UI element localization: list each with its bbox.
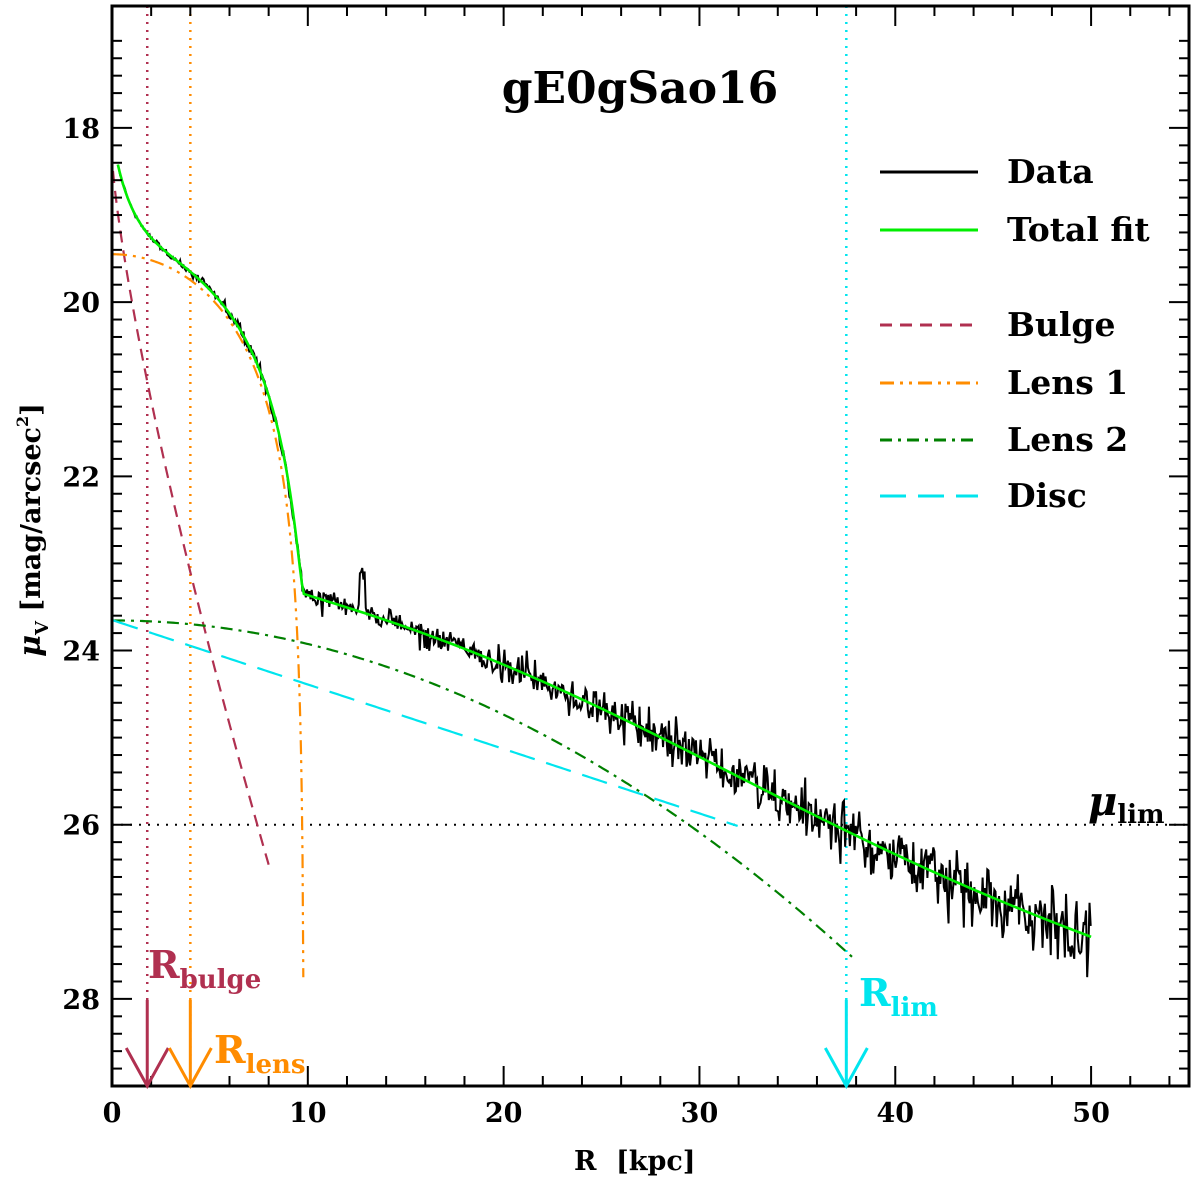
y-tick-label: 20 — [62, 288, 100, 319]
legend-label: Lens 1 — [1007, 363, 1128, 402]
mu-lim-label: μlim — [1088, 778, 1165, 830]
x-tick-label: 50 — [1072, 1098, 1110, 1129]
y-tick-label: 24 — [62, 637, 100, 668]
marker-arrowhead-bulge — [124, 1047, 170, 1090]
bulge-curve — [112, 170, 270, 865]
lens2-curve — [112, 619, 856, 961]
y-tick-label: 18 — [62, 114, 100, 145]
x-axis-label: R [kpc] — [574, 1146, 696, 1177]
legend-label: Total fit — [1007, 210, 1150, 249]
marker-arrowhead-lens — [168, 1047, 213, 1090]
x-tick-label: 0 — [103, 1098, 122, 1129]
y-tick-label: 28 — [62, 985, 100, 1016]
x-tick-label: 40 — [876, 1098, 914, 1129]
x-tick-label: 30 — [681, 1098, 719, 1129]
legend-label: Data — [1007, 152, 1094, 191]
chart-title: gE0gSao16 — [502, 63, 779, 114]
y-label: μV [mag/arcsec2] — [13, 403, 53, 657]
legend-label: Disc — [1007, 476, 1087, 515]
marker-arrowhead-lim — [824, 1047, 869, 1090]
total-fit-curve — [116, 164, 1092, 939]
x-label-symbol: R — [574, 1146, 597, 1177]
marker-label-lim: Rlim — [859, 970, 938, 1023]
marker-label-bulge: Rbulge — [148, 942, 261, 995]
disc-curve — [112, 619, 738, 828]
legend: Data Total fit Bulge Lens 1 Lens 2 Disc — [880, 152, 1150, 515]
y-tick-label: 22 — [62, 462, 100, 493]
y-tick-label: 26 — [62, 811, 100, 842]
lens1-curve — [112, 253, 305, 978]
x-tick-label: 20 — [485, 1098, 523, 1129]
legend-label: Lens 2 — [1007, 420, 1128, 459]
legend-label: Bulge — [1007, 305, 1116, 344]
x-tick-label: 10 — [289, 1098, 327, 1129]
plot-area — [112, 6, 1189, 1086]
marker-label-lens: Rlens — [214, 1027, 306, 1080]
plot-lines — [112, 6, 1189, 1086]
y-axis-label: μV [mag/arcsec2] — [13, 403, 53, 657]
radius-markers: Rbulge Rlens Rlim μlim — [124, 778, 1165, 1090]
data-line — [116, 164, 1092, 978]
x-label-unit: [kpc] — [616, 1146, 696, 1177]
axes: 0 10 20 30 40 50 18 20 22 24 26 28 — [62, 4, 1191, 1129]
